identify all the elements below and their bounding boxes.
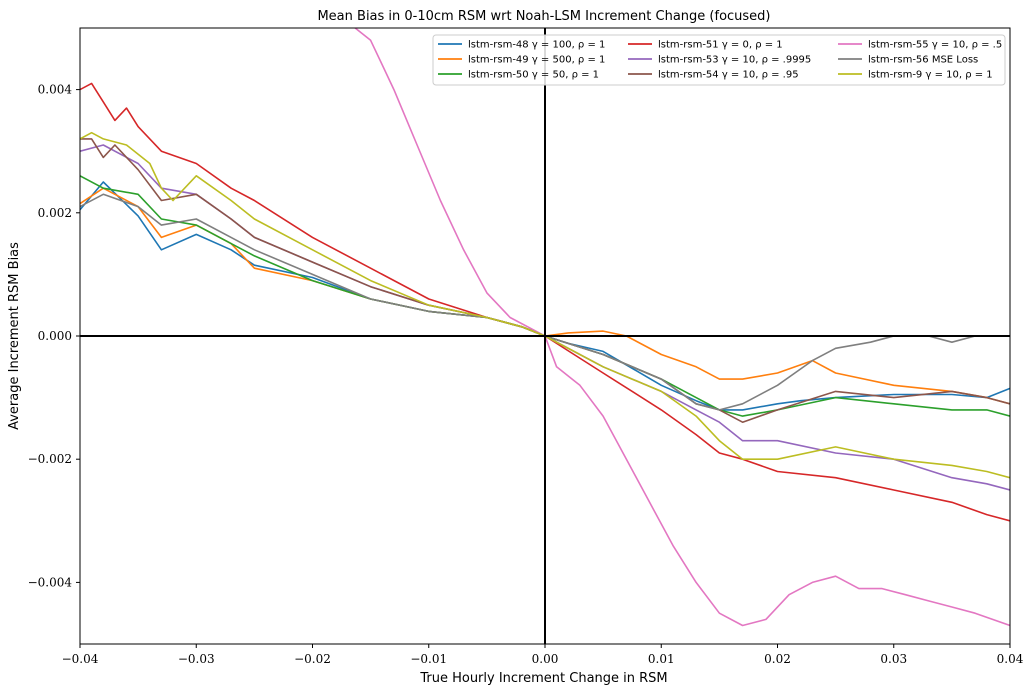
x-tick-label: −0.01 [410,652,447,666]
x-tick-label: 0.03 [880,652,907,666]
legend-label-6: lstm-rsm-54 γ = 10, ρ = .95 [658,70,799,81]
series-lines [80,28,1010,627]
y-tick-label: −0.002 [28,452,72,466]
axes: −0.04 −0.03 −0.02 −0.01 0.00 0.01 0.02 0.03 0.04… [28,27,1024,666]
series-line-8 [80,193,1010,411]
x-tick-label: −0.03 [178,652,215,666]
x-tick-label: −0.04 [62,652,99,666]
series-line-9 [80,131,1010,479]
legend-label-4: lstm-rsm-51 γ = 0, ρ = 1 [658,40,783,51]
y-tick-label: −0.004 [28,575,73,589]
chart-title: Mean Bias in 0-10cm RSM wrt Noah-LSM Inc… [317,9,770,24]
series-line-7 [353,28,1010,627]
legend-label-2: lstm-rsm-49 γ = 500, ρ = 1 [468,55,605,66]
plot-area [80,28,1010,644]
x-tick-label: 0.04 [997,652,1024,666]
x-tick-label: 0.00 [532,652,559,666]
y-axis-title: Average Increment RSM Bias [7,242,22,430]
legend-label-5: lstm-rsm-53 γ = 10, ρ = .9995 [658,55,811,66]
legend-label-9: lstm-rsm-9 γ = 10, ρ = 1 [868,70,993,81]
legend-label-1: lstm-rsm-48 γ = 100, ρ = 1 [468,40,605,51]
x-tick-label: 0.01 [648,652,675,666]
legend-box [432,34,1006,86]
x-tick-label: −0.02 [294,652,331,666]
x-axis-title: True Hourly Increment Change in RSM [419,671,667,686]
y-tick-label: 0.002 [38,206,72,220]
legend-label-7: lstm-rsm-55 γ = 10, ρ = .5 [868,40,1002,51]
legend: lstm-rsm-48 γ = 100, ρ = 1 lstm-rsm-49 γ … [432,34,1006,86]
y-tick-label: 0.000 [38,329,72,343]
legend-label-8: lstm-rsm-56 MSE Loss [868,55,978,66]
legend-label-3: lstm-rsm-50 γ = 50, ρ = 1 [468,70,599,81]
y-tick-label: 0.004 [38,83,73,97]
x-tick-label: 0.02 [764,652,791,666]
